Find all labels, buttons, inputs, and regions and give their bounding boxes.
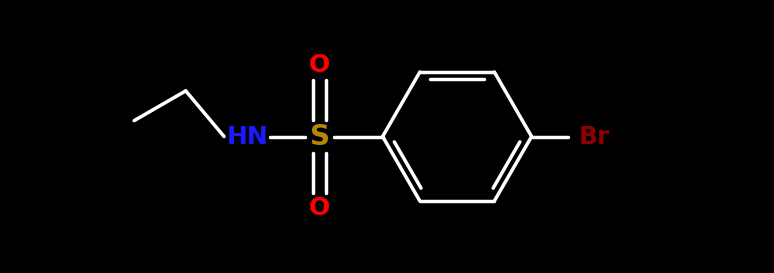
Text: O: O [309, 196, 330, 220]
Text: O: O [309, 53, 330, 77]
Text: Br: Br [579, 124, 611, 149]
Text: HN: HN [227, 124, 269, 149]
Text: S: S [310, 123, 330, 150]
